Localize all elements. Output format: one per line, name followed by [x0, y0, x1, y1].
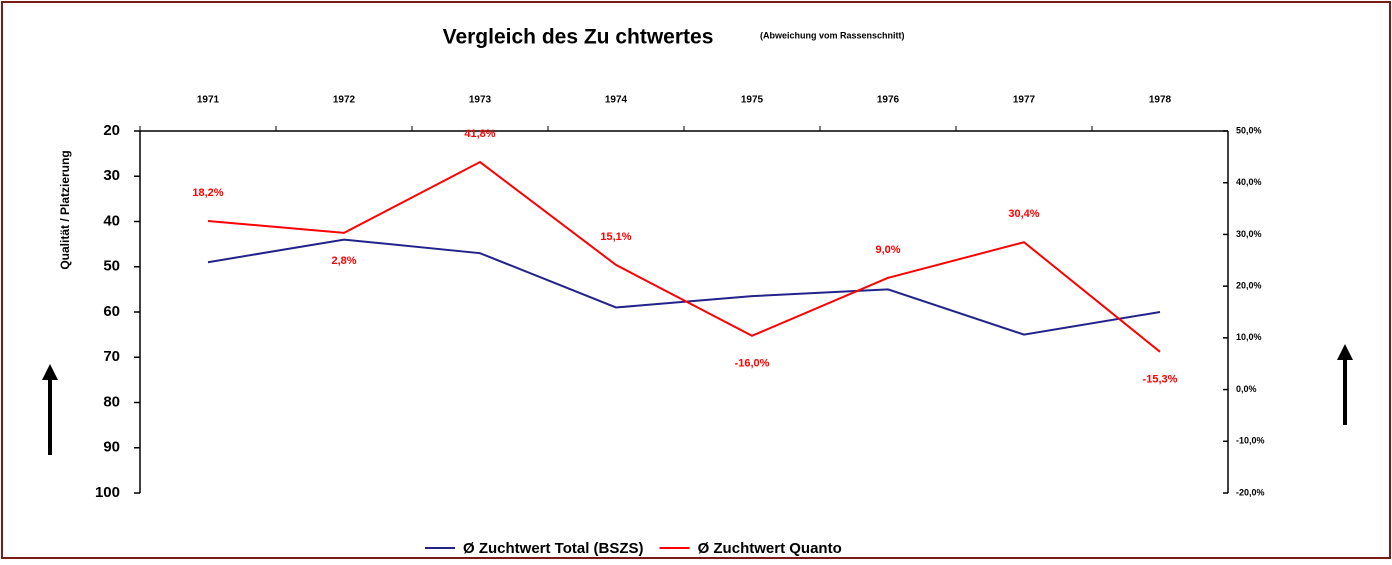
x-tick-label: 1971 — [197, 95, 220, 106]
data-annotation: 2,8% — [331, 255, 356, 267]
y-tick-label: 20 — [103, 122, 120, 139]
y-tick-label: 30 — [103, 167, 120, 184]
legend-label: Ø Zuchtwert Total (BSZS) — [463, 540, 644, 557]
legend-label: Ø Zuchtwert Quanto — [698, 540, 842, 557]
y-tick-label: 80 — [103, 393, 120, 410]
y-tick-label: 40 — [103, 212, 120, 229]
x-tick-label: 1976 — [877, 95, 900, 106]
y2-tick-label: 20,0% — [1236, 281, 1262, 291]
data-annotation: -16,0% — [735, 358, 770, 370]
data-annotation: 18,2% — [192, 187, 223, 199]
y2-tick-label: 30,0% — [1236, 229, 1262, 239]
y2-tick-label: 0,0% — [1236, 384, 1257, 394]
y-tick-label: 70 — [103, 348, 120, 365]
arrow-right — [1337, 344, 1353, 425]
series-line — [207, 160, 1161, 353]
data-annotation: -15,3% — [1143, 374, 1178, 386]
x-tick-label: 1978 — [1149, 95, 1172, 106]
y-tick-label: 90 — [103, 439, 120, 456]
y2-tick-label: 10,0% — [1236, 332, 1262, 342]
x-tick-label: 1973 — [469, 95, 492, 106]
arrow-left — [42, 364, 58, 455]
y2-tick-label: 50,0% — [1236, 125, 1262, 135]
y-axis-label: Qualität / Platzierung — [58, 150, 72, 269]
y-tick-label: 60 — [103, 303, 120, 320]
y2-tick-label: -20,0% — [1236, 487, 1265, 497]
series-line — [207, 238, 1161, 336]
x-tick-label: 1972 — [333, 95, 356, 106]
chart-subtitle: (Abweichung vom Rassenschnitt) — [760, 30, 905, 40]
chart-title: Vergleich des Zu chtwertes — [443, 26, 714, 49]
data-annotation: 15,1% — [600, 231, 631, 243]
y-tick-label: 100 — [95, 484, 120, 501]
data-annotation: 30,4% — [1008, 208, 1039, 220]
y2-tick-label: -10,0% — [1236, 436, 1265, 446]
x-tick-label: 1975 — [741, 95, 764, 106]
y2-tick-label: 40,0% — [1236, 177, 1262, 187]
y-tick-label: 50 — [103, 258, 120, 275]
data-annotation: 9,0% — [875, 244, 900, 256]
data-annotation: 41,8% — [464, 128, 495, 140]
x-tick-label: 1974 — [605, 95, 628, 106]
x-tick-label: 1977 — [1013, 95, 1036, 106]
